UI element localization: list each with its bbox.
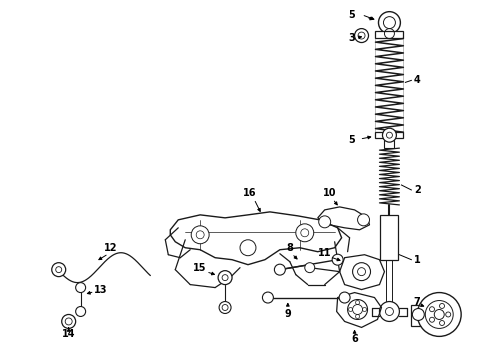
Circle shape — [296, 224, 314, 242]
Text: 6: 6 — [351, 334, 358, 345]
Text: 4: 4 — [414, 75, 421, 85]
Circle shape — [191, 226, 209, 244]
Text: 10: 10 — [323, 188, 337, 198]
Text: 1: 1 — [414, 255, 421, 265]
Circle shape — [305, 263, 315, 273]
Circle shape — [383, 128, 396, 142]
Circle shape — [75, 283, 86, 293]
Circle shape — [379, 302, 399, 321]
Text: 13: 13 — [94, 284, 107, 294]
Circle shape — [339, 292, 350, 303]
Circle shape — [332, 254, 343, 265]
Circle shape — [318, 216, 331, 228]
Text: 8: 8 — [286, 243, 293, 253]
Circle shape — [417, 293, 461, 336]
Circle shape — [355, 28, 368, 42]
Circle shape — [358, 214, 369, 226]
Bar — [385, 140, 394, 148]
Circle shape — [274, 264, 285, 275]
Text: 9: 9 — [285, 310, 291, 319]
Circle shape — [75, 306, 86, 316]
Circle shape — [240, 240, 256, 256]
Text: 14: 14 — [62, 329, 75, 339]
Circle shape — [218, 271, 232, 285]
Circle shape — [219, 302, 231, 314]
Circle shape — [263, 292, 273, 303]
Text: 12: 12 — [104, 243, 117, 253]
Text: 11: 11 — [318, 248, 331, 258]
Bar — [380, 215, 398, 260]
Circle shape — [413, 309, 424, 320]
Text: 16: 16 — [243, 188, 257, 198]
Circle shape — [52, 263, 66, 276]
Text: 3: 3 — [348, 32, 355, 42]
Text: 2: 2 — [414, 185, 421, 195]
Bar — [375, 31, 403, 37]
Text: 15: 15 — [194, 263, 207, 273]
Circle shape — [347, 300, 368, 319]
Bar — [412, 305, 425, 327]
Circle shape — [378, 12, 400, 33]
Text: 5: 5 — [348, 135, 355, 145]
Circle shape — [353, 263, 370, 280]
Circle shape — [62, 315, 75, 328]
Text: 5: 5 — [348, 10, 355, 20]
Bar — [375, 132, 403, 138]
Text: 7: 7 — [413, 297, 420, 306]
